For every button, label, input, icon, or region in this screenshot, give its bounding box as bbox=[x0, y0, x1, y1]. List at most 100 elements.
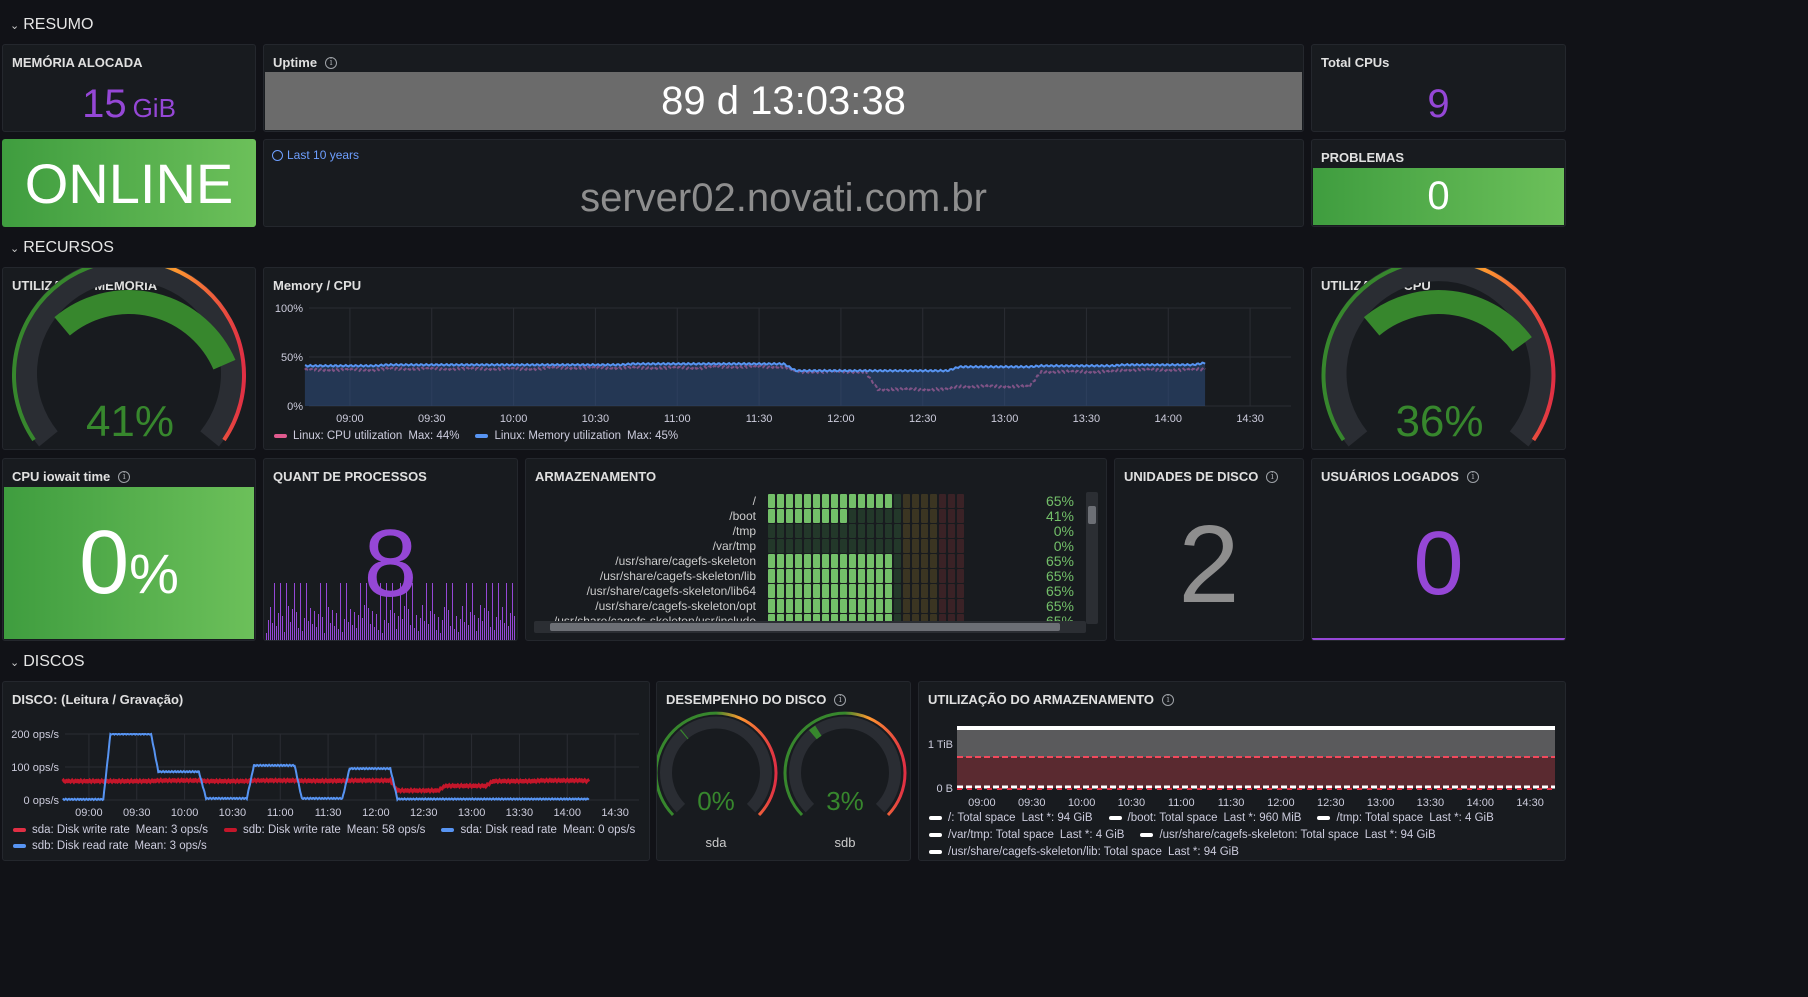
info-icon[interactable]: i bbox=[834, 693, 847, 706]
x-tick-label: 12:30 bbox=[410, 807, 438, 819]
legend-item[interactable]: Linux: Memory utilization Max: 45% bbox=[475, 430, 678, 442]
spark-bar bbox=[360, 583, 361, 640]
bar-gauge-cell bbox=[885, 508, 892, 523]
bar-gauge-cell bbox=[804, 613, 811, 628]
bar-gauge-cell bbox=[867, 598, 874, 613]
bar-gauge-cell bbox=[822, 553, 829, 568]
legend-item[interactable]: /usr/share/cagefs-skeleton/lib: Total sp… bbox=[929, 845, 1239, 858]
panel-memory-cpu: Memory / CPU 100% 50% 0% 09:00 09:30 10:00 10:… bbox=[263, 267, 1304, 450]
bar-gauge-value: 65% bbox=[1045, 582, 1074, 599]
gauge-track bbox=[789, 716, 901, 813]
spark-bar bbox=[422, 605, 423, 640]
legend-item[interactable]: /boot: Total space Last *: 960 MiB bbox=[1108, 812, 1301, 825]
bar-gauge-cell bbox=[858, 523, 865, 538]
legend-item[interactable]: sdb: Disk write rate Mean: 58 ops/s bbox=[224, 824, 425, 836]
bar-gauge-cell bbox=[930, 583, 937, 598]
bar-gauge-cell bbox=[903, 553, 910, 568]
bar-gauge-cell bbox=[903, 583, 910, 598]
disk-rw-chart[interactable]: 200 ops/s 100 ops/s 0 ops/s 09:00 09:30 10:00… bbox=[3, 682, 650, 861]
bar-gauge-cell bbox=[777, 508, 784, 523]
stat-value: 8 bbox=[363, 510, 418, 617]
bar-gauge-label: /usr/share/cagefs-skeleton/lib bbox=[599, 568, 756, 583]
bar-gauge-cell bbox=[786, 613, 793, 628]
scrollbar-thumb[interactable] bbox=[550, 623, 1060, 631]
info-icon[interactable]: i bbox=[325, 56, 338, 69]
bar-gauge-cell bbox=[768, 613, 775, 628]
legend-item[interactable]: /var/tmp: Total space Last *: 4 GiB bbox=[929, 829, 1124, 842]
bar-gauge-cell bbox=[840, 493, 847, 508]
spark-bar bbox=[408, 609, 409, 640]
bar-gauge-cell bbox=[822, 568, 829, 583]
memory-cpu-chart[interactable]: 100% 50% 0% 09:00 09:30 10:00 10:30 11:00 11:30 1… bbox=[264, 268, 1304, 450]
storage-chart[interactable]: 1 TiB 0 B 09:00 09:30 10:00 10:30 11:00 11:30 12… bbox=[919, 682, 1566, 861]
spark-bar bbox=[498, 583, 499, 640]
info-icon[interactable]: i bbox=[1466, 470, 1479, 483]
bar-gauge-cell bbox=[786, 583, 793, 598]
spark-bar bbox=[356, 628, 357, 640]
legend-item[interactable]: Linux: CPU utilization Max: 44% bbox=[274, 430, 459, 442]
bar-gauge-cell bbox=[867, 553, 874, 568]
bar-gauge-cell bbox=[939, 568, 946, 583]
bar-gauge-row: /usr/share/cagefs-skeleton/opt 65% bbox=[536, 597, 1086, 614]
spark-bar bbox=[494, 630, 495, 640]
bar-gauge-cell bbox=[903, 538, 910, 553]
horizontal-scrollbar[interactable] bbox=[534, 621, 1086, 633]
info-icon[interactable]: i bbox=[1162, 693, 1175, 706]
x-tick-label: 11:30 bbox=[315, 807, 342, 819]
info-icon[interactable]: i bbox=[1266, 470, 1279, 483]
spark-bar bbox=[284, 632, 285, 640]
x-tick-label: 10:30 bbox=[1118, 797, 1146, 809]
spark-bar bbox=[438, 617, 439, 640]
bar-gauge-cell bbox=[795, 598, 802, 613]
stat-value: 0 bbox=[1313, 168, 1564, 225]
bar-gauge-cell bbox=[831, 613, 838, 628]
series-area bbox=[957, 757, 1555, 788]
gauge-value: 41% bbox=[86, 397, 174, 446]
bar-gauge-cells bbox=[768, 613, 964, 628]
bar-gauge-cell bbox=[885, 553, 892, 568]
info-icon[interactable]: i bbox=[118, 470, 131, 483]
spark-bar bbox=[344, 619, 345, 640]
legend-item[interactable]: /tmp: Total space Last *: 4 GiB bbox=[1317, 812, 1494, 825]
bar-gauge-cell bbox=[804, 568, 811, 583]
vertical-scrollbar[interactable] bbox=[1086, 492, 1098, 624]
gauge-threshold bbox=[783, 711, 907, 817]
time-range[interactable]: Last 10 years bbox=[272, 148, 359, 162]
x-tick-label: 13:00 bbox=[1367, 797, 1395, 809]
panel-uptime: Uptime i 89 d 13:03:38 bbox=[263, 44, 1304, 132]
spark-bar bbox=[452, 583, 453, 640]
spark-bar bbox=[352, 625, 353, 640]
spark-bar bbox=[270, 607, 271, 640]
bar-gauge-cell bbox=[831, 553, 838, 568]
legend-item[interactable]: sda: Disk write rate Mean: 3 ops/s bbox=[13, 824, 208, 836]
bar-gauge-cell bbox=[930, 598, 937, 613]
bar-gauge-cell bbox=[939, 598, 946, 613]
row-resumo[interactable]: ⌄ RESUMO bbox=[10, 16, 94, 33]
gauge-sdb: 3% sdb bbox=[783, 711, 907, 850]
legend-item[interactable]: sda: Disk read rate Mean: 0 ops/s bbox=[441, 824, 635, 836]
scrollbar-thumb[interactable] bbox=[1088, 506, 1096, 524]
spark-bar bbox=[468, 625, 469, 640]
bar-gauge-cell bbox=[768, 508, 775, 523]
series-line bbox=[62, 732, 590, 802]
x-tick-label: 11:30 bbox=[746, 413, 773, 425]
legend-item[interactable]: /usr/share/cagefs-skeleton: Total space L… bbox=[1140, 829, 1436, 842]
spark-bar bbox=[402, 619, 403, 640]
gauge-name: sdb bbox=[835, 835, 856, 850]
spark-bar bbox=[392, 583, 393, 640]
panel-title: UNIDADES DE DISCO bbox=[1124, 469, 1259, 484]
gauge-cpu: 36% bbox=[1321, 268, 1556, 447]
bar-gauge-cell bbox=[867, 508, 874, 523]
bar-gauge-cell bbox=[831, 508, 838, 523]
spark-bar bbox=[342, 632, 343, 640]
bar-gauge-cell bbox=[912, 583, 919, 598]
legend-item[interactable]: /: Total space Last *: 94 GiB bbox=[929, 812, 1093, 825]
bar-gauge-cell bbox=[939, 523, 946, 538]
bar-gauge-cell bbox=[948, 583, 955, 598]
spark-bar bbox=[514, 616, 515, 640]
row-recursos[interactable]: ⌄ RECURSOS bbox=[10, 239, 114, 256]
chart-legend: sda: Disk write rate Mean: 3 ops/s sdb: D… bbox=[13, 824, 643, 852]
bar-gauge-cell bbox=[822, 538, 829, 553]
row-discos[interactable]: ⌄ DISCOS bbox=[10, 653, 85, 670]
legend-item[interactable]: sdb: Disk read rate Mean: 3 ops/s bbox=[13, 840, 207, 852]
